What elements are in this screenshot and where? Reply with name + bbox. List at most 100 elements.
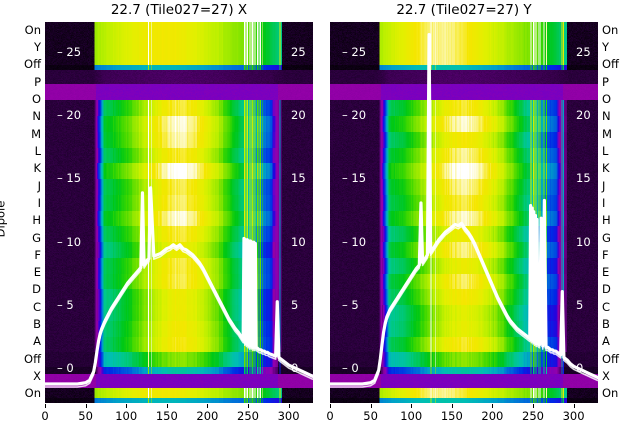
category-tick-right-5: N xyxy=(602,109,611,124)
heatmap-panel-x[interactable] xyxy=(45,22,313,403)
x-tick-left-label-2: 100 xyxy=(115,409,138,423)
category-tick-left-14: E xyxy=(33,265,41,280)
numeric-tick-left-panel-right-1: 5 xyxy=(291,297,299,312)
x-tick-right-label-1: 50 xyxy=(363,409,378,423)
category-tick-right-10: I xyxy=(602,195,606,210)
x-tick-left-mark-0 xyxy=(45,404,46,408)
x-tick-right-mark-1 xyxy=(370,404,372,408)
heatmap-image-x xyxy=(45,22,313,403)
numeric-tick-left-panel-left-2: – 10 xyxy=(57,234,82,249)
category-tick-left-20: X xyxy=(33,369,41,383)
numeric-tick-right-panel-right-5: 25 xyxy=(576,44,591,59)
x-tick-right-label-4: 200 xyxy=(481,409,504,423)
category-tick-left-3: P xyxy=(34,74,41,89)
category-tick-right-3: P xyxy=(602,74,609,89)
category-tick-right-14: E xyxy=(602,265,610,280)
x-tick-right-label-5: 250 xyxy=(522,409,544,423)
numeric-tick-left-panel-left-0: – 0 xyxy=(57,361,74,376)
category-tick-left-1: Y xyxy=(33,40,41,54)
numeric-tick-left-panel-right-3: 15 xyxy=(291,171,306,186)
numeric-tick-right-panel-left-3: – 15 xyxy=(342,171,367,186)
category-tick-right-20: X xyxy=(602,369,610,383)
numeric-tick-right-panel-left-1: – 5 xyxy=(342,297,359,312)
category-tick-left-16: C xyxy=(32,299,41,314)
category-tick-left-6: M xyxy=(31,126,41,141)
numeric-tick-right-panel-left-5: – 25 xyxy=(342,44,367,59)
category-tick-left-17: B xyxy=(33,317,41,332)
numeric-tick-left-panel-left-5: – 25 xyxy=(57,44,82,59)
numeric-tick-left-panel-right-5: 25 xyxy=(291,44,306,59)
x-tick-left-mark-4 xyxy=(207,404,209,408)
heatmap-panel-y[interactable] xyxy=(330,22,598,403)
x-tick-left-label-5: 250 xyxy=(237,409,259,423)
category-tick-left-8: K xyxy=(33,161,41,176)
x-tick-right-label-3: 150 xyxy=(440,409,463,423)
category-tick-left-2: Off xyxy=(24,57,41,72)
numeric-tick-left-panel-right-4: 20 xyxy=(291,107,306,122)
category-tick-right-4: O xyxy=(602,91,612,106)
numeric-tick-left-panel-right-0: 0 xyxy=(291,361,299,376)
overlay-curve-x xyxy=(45,22,313,403)
heatmap-image-y xyxy=(330,22,598,403)
category-tick-right-21: On xyxy=(602,386,619,401)
x-tick-right-mark-0 xyxy=(330,404,331,408)
numeric-tick-right-panel-left-2: – 10 xyxy=(342,234,367,249)
category-tick-right-19: Off xyxy=(602,351,619,366)
panel-title-y: 22.7 (Tile027=27) Y xyxy=(396,2,532,18)
category-tick-right-12: G xyxy=(602,230,611,245)
x-tick-left-label-1: 50 xyxy=(78,409,93,423)
x-tick-right-mark-5 xyxy=(533,404,534,408)
x-tick-right-mark-6 xyxy=(573,404,575,408)
x-tick-left-label-6: 300 xyxy=(277,409,300,423)
x-tick-left-label-3: 150 xyxy=(155,409,178,423)
category-tick-right-6: M xyxy=(602,126,612,141)
numeric-tick-left-panel-left-3: – 15 xyxy=(57,171,82,186)
x-tick-left-mark-3 xyxy=(166,404,168,408)
numeric-tick-right-panel-right-0: 0 xyxy=(576,361,584,376)
category-tick-right-15: D xyxy=(602,282,611,297)
overlay-curve-y xyxy=(330,22,598,403)
numeric-tick-left-panel-left-1: – 5 xyxy=(57,297,74,312)
category-tick-right-11: H xyxy=(602,213,611,228)
numeric-tick-right-panel-right-2: 10 xyxy=(576,234,591,249)
category-tick-left-15: D xyxy=(32,282,41,297)
category-tick-right-16: C xyxy=(602,299,611,314)
category-tick-left-0: On xyxy=(24,22,41,37)
category-tick-left-9: J xyxy=(37,178,41,193)
category-tick-left-7: L xyxy=(34,143,41,158)
category-tick-left-18: A xyxy=(33,334,41,349)
category-tick-left-4: O xyxy=(31,91,41,106)
category-tick-left-11: H xyxy=(32,213,41,228)
numeric-tick-right-panel-right-3: 15 xyxy=(576,171,591,186)
numeric-tick-right-panel-left-0: – 0 xyxy=(342,361,359,376)
category-tick-right-9: J xyxy=(602,178,606,193)
category-tick-right-7: L xyxy=(602,143,609,158)
category-tick-right-17: B xyxy=(602,317,610,332)
category-tick-right-13: F xyxy=(602,247,609,262)
x-tick-left-label-4: 200 xyxy=(196,409,219,423)
category-tick-left-13: F xyxy=(34,247,41,262)
category-tick-left-21: On xyxy=(24,386,41,401)
x-tick-left-mark-2 xyxy=(126,404,128,408)
numeric-tick-right-panel-left-4: – 20 xyxy=(342,107,367,122)
x-tick-right-label-2: 100 xyxy=(400,409,423,423)
x-tick-right-mark-2 xyxy=(411,404,413,408)
category-tick-right-0: On xyxy=(602,22,619,37)
category-tick-left-5: N xyxy=(32,109,41,124)
x-tick-left-mark-6 xyxy=(288,404,290,408)
x-tick-right-mark-4 xyxy=(492,404,494,408)
panel-title-x: 22.7 (Tile027=27) X xyxy=(110,2,248,18)
x-tick-right-label-0: 0 xyxy=(326,409,334,423)
x-tick-right-label-6: 300 xyxy=(562,409,585,423)
category-tick-right-2: Off xyxy=(602,57,619,72)
category-tick-left-19: Off xyxy=(24,351,41,366)
x-tick-left-label-0: 0 xyxy=(41,409,49,423)
category-tick-right-18: A xyxy=(602,334,610,349)
category-tick-left-12: G xyxy=(32,230,41,245)
numeric-tick-right-panel-right-1: 5 xyxy=(576,297,584,312)
numeric-tick-left-panel-right-2: 10 xyxy=(291,234,306,249)
numeric-tick-left-panel-left-4: – 20 xyxy=(57,107,82,122)
category-tick-right-1: Y xyxy=(602,40,610,54)
numeric-tick-right-panel-right-4: 20 xyxy=(576,107,591,122)
